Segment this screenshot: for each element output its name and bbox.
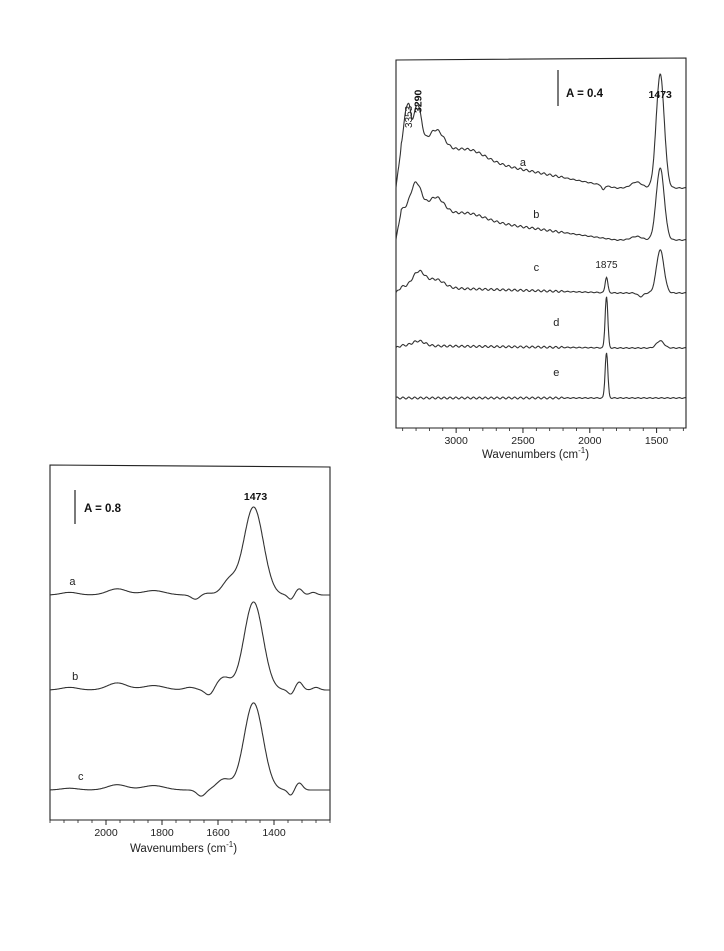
series-a-label: a	[520, 157, 527, 169]
x-tick-label: 1500	[645, 435, 669, 447]
series-e-line	[395, 352, 686, 400]
series-c-label: c	[534, 262, 540, 274]
series-b-label: b	[533, 209, 539, 221]
series-c-label: c	[78, 771, 84, 783]
series-e-label: e	[553, 367, 559, 379]
chart-bottom-series: a b c 1473	[50, 491, 330, 797]
peak-label-3353: 3353	[404, 105, 415, 128]
x-tick-label: 2000	[578, 435, 602, 447]
x-tick-label: 1400	[262, 827, 286, 839]
chart-bottom-x-axis-title: Wavenumbers (cm-1)	[130, 840, 237, 855]
peak-label-3290: 3290	[412, 89, 424, 113]
chart-top-scale-label: A = 0.4	[566, 88, 604, 100]
x-tick-label: 2500	[511, 435, 535, 447]
x-tick-label: 1800	[150, 827, 174, 839]
x-tick-label: 3000	[444, 435, 468, 447]
chart-bottom-scale-label: A = 0.8	[84, 503, 122, 515]
x-tick-label: 1600	[206, 827, 230, 839]
chart-bottom: 2000 1800 1600 1400 a b c 1473 A = 0.8 Wavenum…	[49, 464, 331, 855]
chart-top-x-ticks: 3000 2500 2000 1500	[402, 428, 684, 447]
series-a-label: a	[69, 576, 76, 588]
peak-label-1473: 1473	[649, 89, 673, 101]
series-b-line	[395, 167, 686, 241]
peak-label-1473: 1473	[244, 491, 268, 503]
series-c-line	[395, 249, 686, 298]
chart-top-frame	[395, 57, 687, 429]
series-c-line	[50, 702, 330, 797]
peak-label-1875: 1875	[595, 260, 618, 271]
series-d-line	[395, 296, 686, 349]
chart-bottom-x-ticks: 2000 1800 1600 1400	[49, 820, 331, 839]
series-d-label: d	[553, 317, 559, 329]
series-b-label: b	[72, 671, 78, 683]
x-tick-label: 2000	[94, 827, 118, 839]
series-a-line	[395, 73, 686, 191]
chart-top-x-axis-title: Wavenumbers (cm-1)	[482, 446, 589, 461]
series-a-line	[50, 506, 330, 600]
chart-bottom-frame	[49, 464, 331, 821]
series-b-line	[50, 601, 330, 696]
